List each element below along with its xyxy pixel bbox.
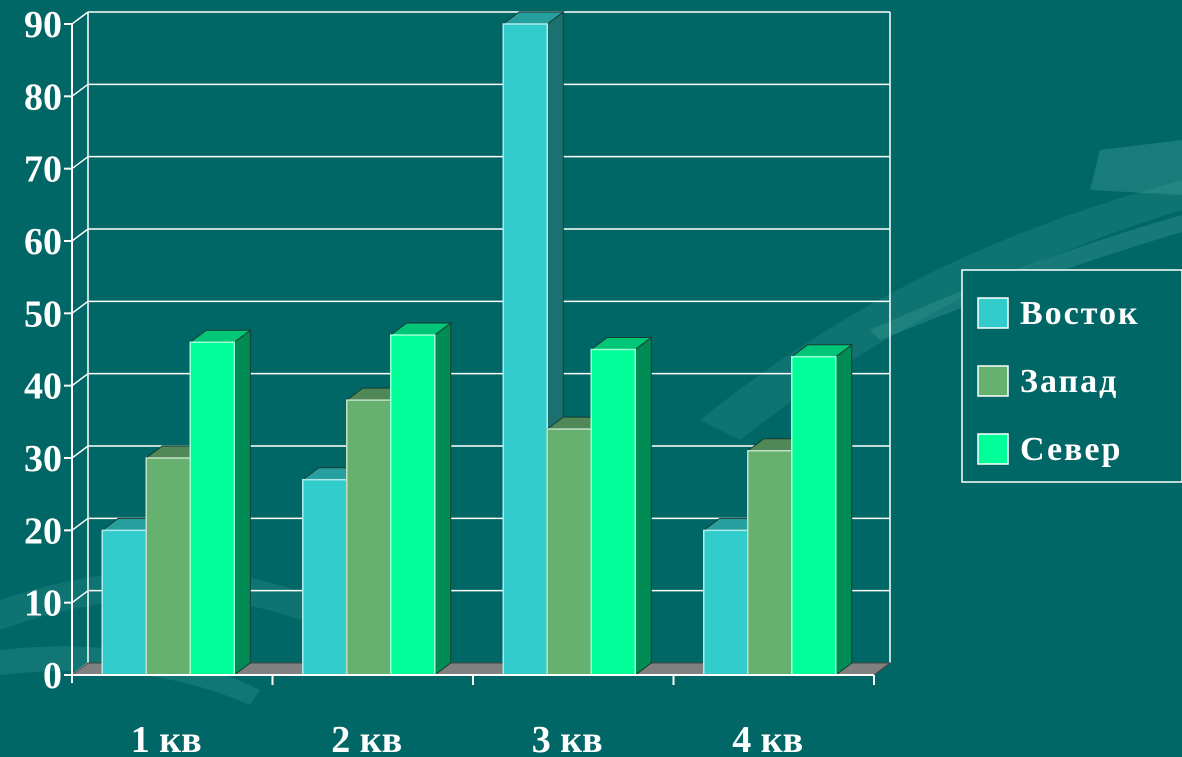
- bar-front: [747, 450, 793, 676]
- legend-item: Запад: [977, 363, 1118, 400]
- legend-label: Север: [1020, 431, 1122, 468]
- y-tick-label: 30: [24, 438, 62, 480]
- x-tick-label: 2 кв: [331, 719, 402, 757]
- bar-front: [703, 529, 749, 676]
- bar-Север-3 кв: [589, 336, 653, 676]
- legend-item: Север: [977, 431, 1122, 468]
- legend-swatch: [977, 297, 1009, 329]
- bar-Север-4 кв: [790, 343, 854, 676]
- bar-front: [189, 341, 235, 676]
- y-tick-label: 10: [24, 583, 62, 625]
- bar-front: [791, 355, 837, 676]
- legend-swatch: [977, 365, 1009, 397]
- legend-item: Восток: [977, 295, 1140, 332]
- axes: 0 10 20 30 40 50 60 70 80 90 1 кв 2 кв 3 кв 4 кв: [24, 4, 875, 757]
- bar-front: [346, 399, 392, 676]
- y-tick-label: 80: [24, 76, 62, 118]
- bar-front: [145, 457, 191, 676]
- bar-Север-1 кв: [188, 329, 252, 676]
- legend-label: Запад: [1020, 363, 1118, 400]
- legend: Восток Запад Север: [961, 269, 1182, 483]
- bar-front: [502, 23, 548, 676]
- side-wall-gridline: [71, 228, 89, 242]
- y-tick-label: 50: [24, 293, 62, 335]
- side-wall-gridline: [71, 445, 89, 459]
- bar-side: [233, 329, 251, 676]
- side-wall-gridline: [71, 11, 89, 25]
- legend-label: Восток: [1020, 295, 1140, 332]
- bar-Север-2 кв: [389, 322, 453, 676]
- x-tick-label: 1 кв: [131, 719, 202, 757]
- bar-front: [546, 428, 592, 676]
- bars: [100, 11, 854, 676]
- side-wall-gridline: [71, 373, 89, 387]
- side-wall-gridline: [71, 83, 89, 97]
- side-wall-gridline: [71, 517, 89, 531]
- side-wall-gridline: [71, 300, 89, 314]
- bar-side: [634, 336, 652, 676]
- bar-front: [101, 529, 147, 676]
- bar-front: [390, 334, 436, 676]
- y-tick-label: 70: [24, 149, 62, 191]
- bar-front: [302, 478, 348, 676]
- legend-swatch: [977, 433, 1009, 465]
- y-tick-label: 0: [43, 655, 62, 697]
- side-wall-gridline: [71, 156, 89, 170]
- y-tick-label: 60: [24, 221, 62, 263]
- y-tick-label: 20: [24, 510, 62, 552]
- y-tick-label: 40: [24, 366, 62, 408]
- y-tick-label: 90: [24, 4, 62, 46]
- x-tick-label: 4 кв: [732, 719, 803, 757]
- bar-side: [434, 322, 452, 676]
- bar-side: [835, 343, 853, 676]
- bar-front: [590, 348, 636, 676]
- side-wall-gridline: [71, 590, 89, 604]
- x-tick-label: 3 кв: [532, 719, 603, 757]
